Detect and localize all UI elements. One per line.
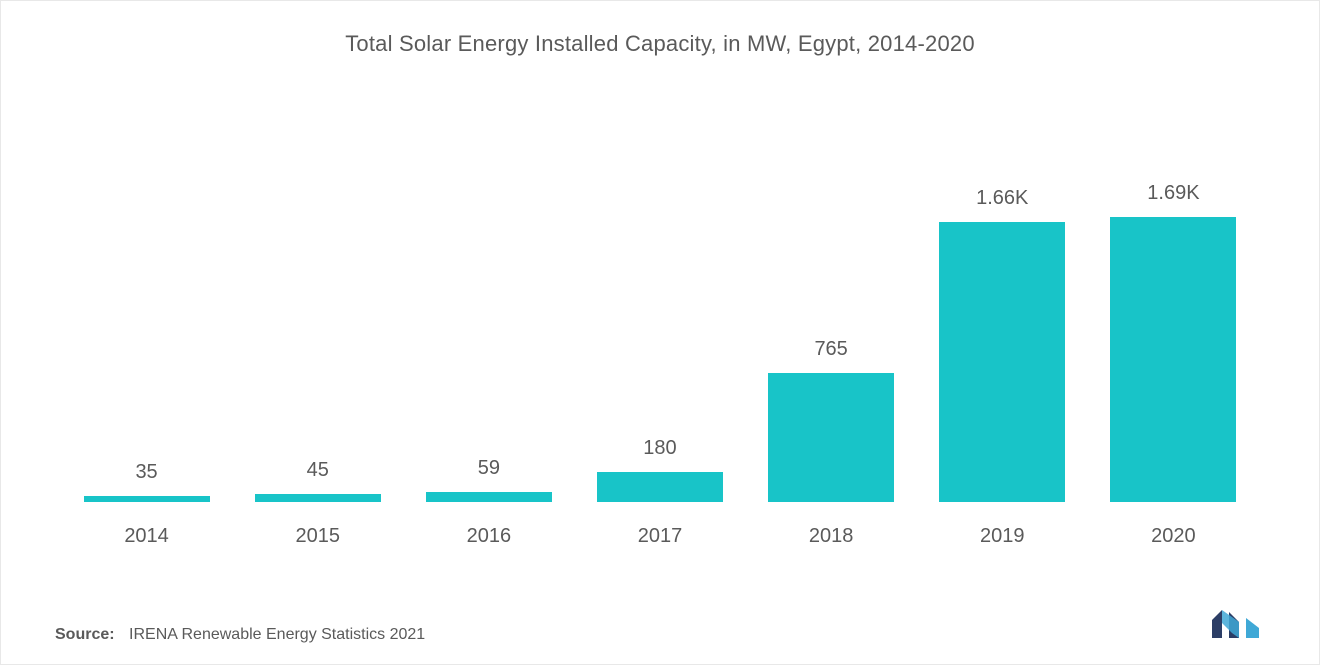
- x-axis-label: 2017: [590, 525, 730, 548]
- bar-value-label: 1.66K: [976, 187, 1028, 210]
- bar-group: 180: [590, 437, 730, 502]
- bar-group: 1.66K: [932, 187, 1072, 502]
- bar: [1110, 217, 1236, 502]
- bar-value-label: 35: [135, 461, 157, 484]
- x-axis-label: 2020: [1103, 525, 1243, 548]
- x-axis: 2014 2015 2016 2017 2018 2019 2020: [51, 512, 1269, 548]
- x-axis-label: 2018: [761, 525, 901, 548]
- bar-value-label: 45: [307, 459, 329, 482]
- bar: [597, 472, 723, 502]
- bar-value-label: 59: [478, 457, 500, 480]
- chart-footer: Source: IRENA Renewable Energy Statistic…: [51, 608, 1269, 644]
- bar: [255, 494, 381, 502]
- bar-value-label: 1.69K: [1147, 182, 1199, 205]
- bar-value-label: 180: [643, 437, 676, 460]
- bar: [84, 496, 210, 502]
- chart-container: Total Solar Energy Installed Capacity, i…: [1, 1, 1319, 664]
- brand-logo-icon: [1209, 608, 1265, 644]
- chart-plot-area: 35 45 59 180 765 1.66K 1.69K: [51, 97, 1269, 512]
- source-citation: Source: IRENA Renewable Energy Statistic…: [55, 626, 425, 644]
- bar-group: 1.69K: [1103, 182, 1243, 502]
- bar: [426, 492, 552, 502]
- bar-value-label: 765: [814, 338, 847, 361]
- bar-group: 765: [761, 338, 901, 502]
- chart-title: Total Solar Energy Installed Capacity, i…: [51, 31, 1269, 57]
- bar-group: 45: [248, 459, 388, 502]
- bar-group: 59: [419, 457, 559, 502]
- bar-group: 35: [77, 461, 217, 502]
- x-axis-label: 2015: [248, 525, 388, 548]
- x-axis-label: 2019: [932, 525, 1072, 548]
- x-axis-label: 2016: [419, 525, 559, 548]
- bar: [768, 373, 894, 502]
- source-label: Source:: [55, 626, 115, 643]
- source-text: IRENA Renewable Energy Statistics 2021: [129, 626, 425, 643]
- bar: [939, 222, 1065, 502]
- x-axis-label: 2014: [77, 525, 217, 548]
